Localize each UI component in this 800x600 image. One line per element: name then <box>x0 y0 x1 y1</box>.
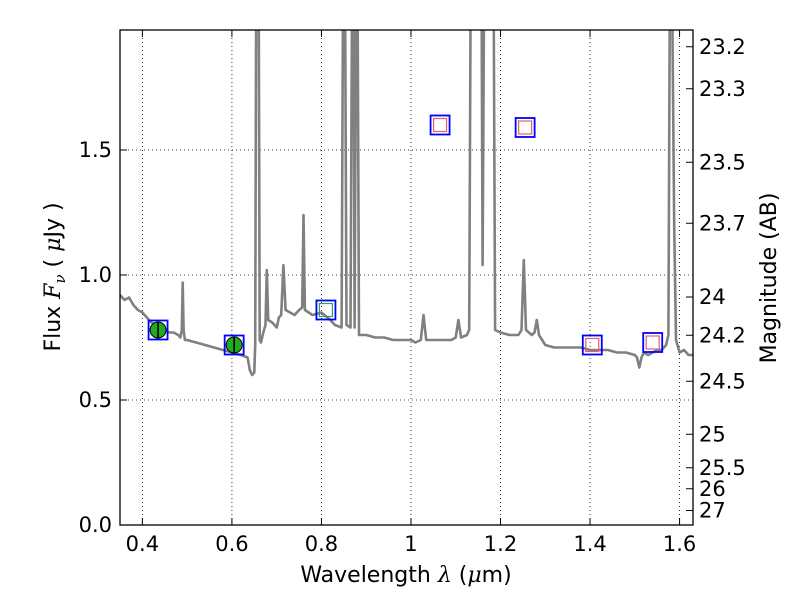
magnitude-tick-label: 23.5 <box>699 150 746 174</box>
grid-lines <box>120 30 693 526</box>
magnitude-tick-label: 23.3 <box>699 77 746 101</box>
model-square <box>223 334 245 356</box>
plot-background <box>120 30 693 525</box>
x-tick-label: 1.4 <box>573 532 606 556</box>
model-square <box>581 334 603 356</box>
x-tick-label: 1 <box>404 532 417 556</box>
spectrum-line <box>120 30 693 377</box>
y-axis-label: Flux Fν ( μJy ) <box>41 202 69 351</box>
model-point-square <box>645 335 660 350</box>
plot-frame <box>119 29 694 526</box>
y-tick-label: 1.5 <box>79 138 112 162</box>
magnitude-tick-label: 25 <box>699 422 726 446</box>
magnitude-tick-label: 24.2 <box>699 323 746 347</box>
magnitude-tick-label: 25.5 <box>699 456 746 480</box>
x-tick-label: 0.4 <box>126 532 159 556</box>
y-tick-label: 1.0 <box>79 263 112 287</box>
y-tick-label: 0.5 <box>79 388 112 412</box>
data-layer <box>120 30 693 377</box>
magnitude-tick-label: 26 <box>699 477 726 501</box>
x-axis-label: Wavelength λ (μm) <box>300 563 511 588</box>
magnitude-tick-label: 27 <box>699 499 726 523</box>
model-point-square <box>585 337 600 353</box>
magnitude-tick-label: 24 <box>699 285 726 309</box>
model-square <box>642 332 664 353</box>
model-square <box>315 299 337 321</box>
model-point-square <box>518 120 533 135</box>
y2-axis-label: Magnitude (AB) <box>757 193 782 364</box>
x-tick-label: 1.6 <box>663 532 696 556</box>
model-point-square <box>432 117 448 133</box>
x-tick-label: 0.8 <box>305 532 338 556</box>
model-square <box>429 114 451 136</box>
model-square <box>147 319 169 341</box>
model-square <box>514 117 536 138</box>
axis-ticks <box>120 30 693 526</box>
magnitude-tick-label: 24.5 <box>699 369 746 393</box>
x-tick-label: 0.6 <box>215 532 248 556</box>
x-tick-label: 1.2 <box>484 532 517 556</box>
magnitude-tick-label: 23.7 <box>699 211 746 235</box>
y-tick-label: 0.0 <box>79 513 112 537</box>
model-point-square <box>318 302 334 318</box>
magnitude-tick-label: 23.2 <box>699 35 746 59</box>
